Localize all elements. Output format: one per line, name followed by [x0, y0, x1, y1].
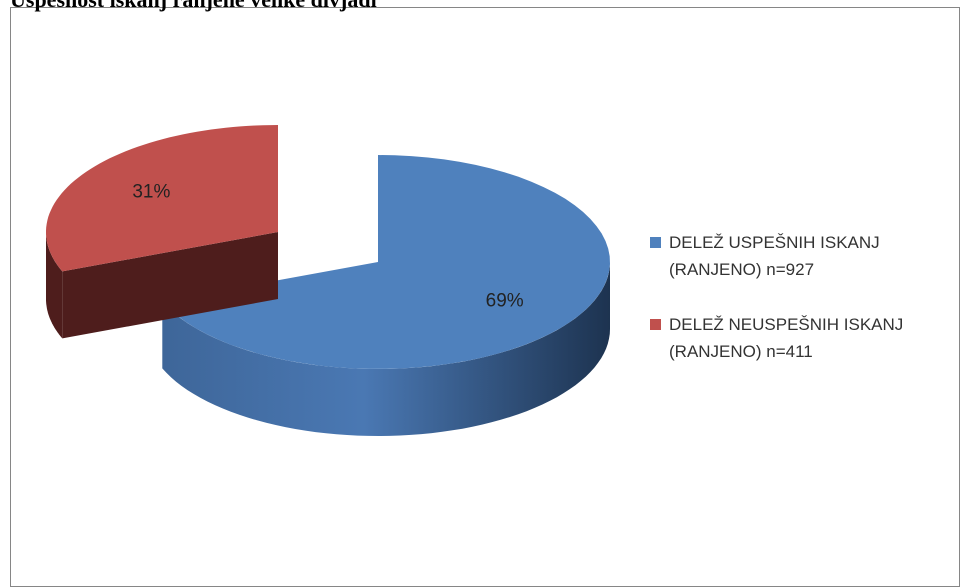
legend-item: DELEŽ NEUSPEŠNIH ISKANJ (RANJENO) n=411 — [650, 311, 950, 365]
value-label: 31% — [132, 181, 170, 202]
legend-label: DELEŽ USPEŠNIH ISKANJ (RANJENO) n=927 — [669, 233, 880, 279]
pie-slice — [46, 125, 278, 272]
pie-slice — [162, 155, 611, 369]
legend-swatch — [650, 319, 661, 330]
slice-wall — [46, 232, 63, 339]
chart-title: Uspešnost iskanj ranjene velike divjadi — [10, 0, 377, 13]
legend-item: DELEŽ USPEŠNIH ISKANJ (RANJENO) n=927 — [650, 229, 950, 283]
value-label: 69% — [486, 291, 524, 312]
legend-label: DELEŽ NEUSPEŠNIH ISKANJ (RANJENO) n=411 — [669, 315, 904, 361]
legend-swatch — [650, 237, 661, 248]
slice-wall — [162, 262, 611, 436]
slice-side — [62, 232, 278, 339]
